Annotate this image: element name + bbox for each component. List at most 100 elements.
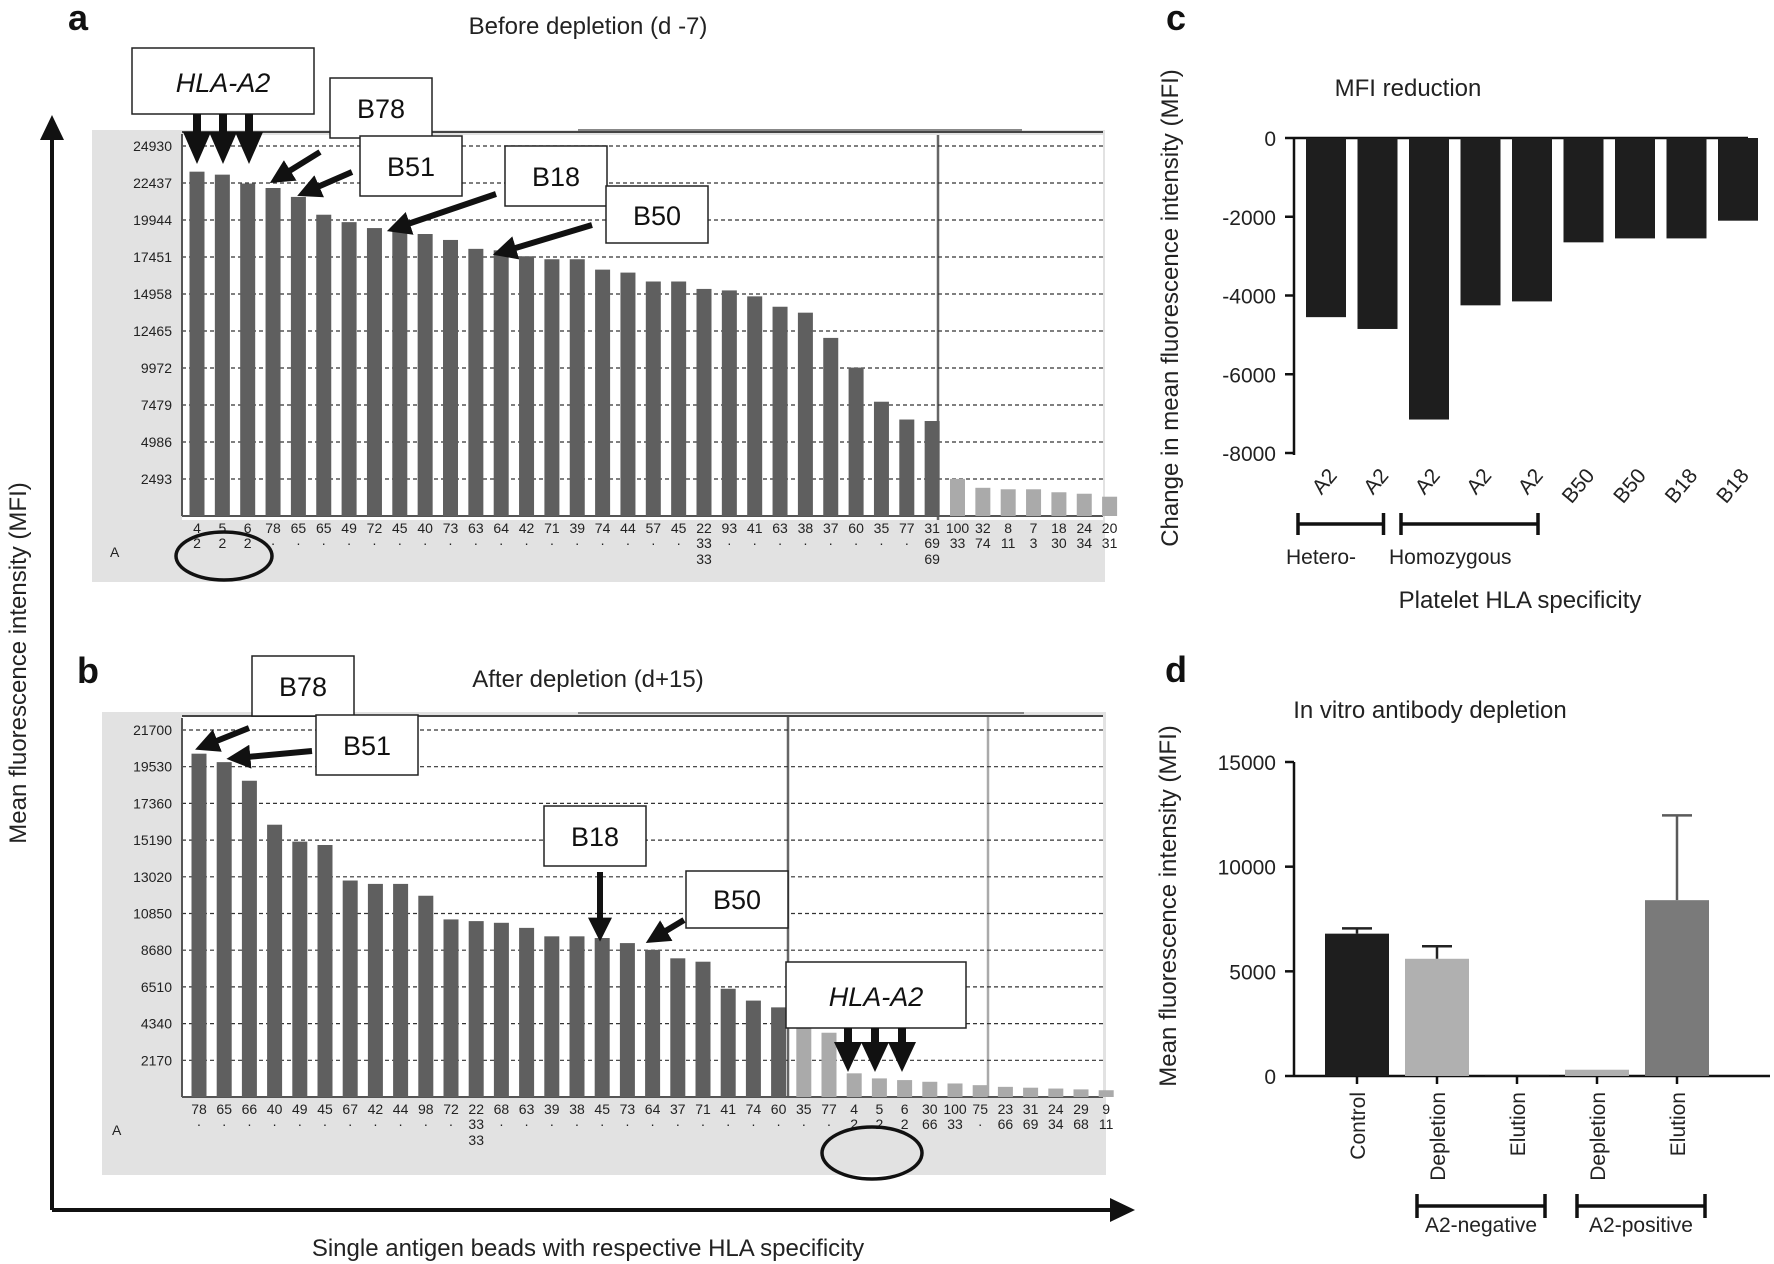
panel-d-bar (1325, 933, 1389, 1076)
panel-b-bar-label-top: 60 (771, 1101, 787, 1117)
shared-x-axis-arrowhead (1110, 1198, 1135, 1222)
panel-d-y-tick-label: 15000 (1218, 752, 1276, 775)
panel-a-bar-label-mid: 2 (244, 535, 252, 551)
panel-b-chart: b After depletion (d+15) 2170 4340 6510 868… (77, 650, 1114, 1181)
panel-b-bar (796, 1022, 812, 1097)
panel-b-bar (216, 762, 232, 1097)
panel-a-bar-label-mid: · (828, 535, 833, 551)
panel-a-bar-label-top: 24 (1076, 520, 1092, 536)
panel-b-bar-label-mid: · (423, 1116, 428, 1132)
panel-b-bar (267, 824, 283, 1097)
panel-c-category-label: A2 (1359, 464, 1393, 498)
panel-b-bar (191, 753, 207, 1097)
panel-b-bar-label-top: 39 (544, 1101, 560, 1117)
panel-b-bar-label-mid: 2 (850, 1116, 858, 1132)
panel-b-b51-arrow (226, 744, 313, 769)
panel-a-bar-label-top: 39 (569, 520, 585, 536)
panel-b-bar-label-mid: · (449, 1116, 454, 1132)
panel-c-title: MFI reduction (1335, 75, 1482, 102)
panel-a-bar-label-mid: · (321, 535, 326, 551)
panel-b-bar-label-top: 24 (1048, 1101, 1064, 1117)
panel-b-bar-label-top: 68 (494, 1101, 510, 1117)
panel-b-b18-box (543, 805, 647, 867)
panel-b-bar (342, 880, 358, 1097)
panel-a-bar (366, 228, 382, 517)
panel-b-bar (468, 921, 484, 1097)
panel-b-y-tick: 2170 (141, 1052, 172, 1068)
panel-a-y-tick: 12465 (133, 323, 172, 339)
panel-b-bar-label-top: 49 (292, 1101, 308, 1117)
panel-a-y-tick: 4986 (141, 434, 172, 450)
panel-d-letter: d (1165, 649, 1187, 690)
panel-c-bar (1563, 138, 1604, 243)
panel-a-bar-label-top: 65 (316, 520, 332, 536)
panel-a-bar-label-mid: · (904, 535, 909, 551)
panel-a-bar-label-mid: · (778, 535, 783, 551)
panel-b-bar (1023, 1087, 1039, 1097)
panel-a-bar (620, 272, 636, 516)
panel-a-bar-label-mid: 30 (1051, 535, 1067, 551)
panel-a-y-tick: 2493 (141, 471, 172, 487)
panel-a-bar (595, 269, 611, 516)
panel-c-y-tick-label: -8000 (1222, 443, 1276, 466)
panel-c-y-tick-label: 0 (1264, 128, 1276, 151)
panel-a-bar-label-mid: · (676, 535, 681, 551)
panel-b-y-tick: 6510 (141, 979, 172, 995)
panel-a-bar (1026, 489, 1042, 516)
panel-b-bar-label-mid: · (398, 1116, 403, 1132)
panel-a-bar (316, 214, 332, 516)
panel-c-category-label: B50 (1609, 464, 1651, 507)
panel-a-bar-label-top: 72 (367, 520, 383, 536)
panel-b-bar-label-top: 41 (720, 1101, 736, 1117)
panel-a-bar (392, 229, 408, 516)
panel-b-bar (670, 958, 686, 1097)
panel-b-bar-label-mid: · (575, 1116, 580, 1132)
panel-b-bar-label-top: 100 (943, 1101, 967, 1117)
panel-b-bar-label-mid: 2 (876, 1116, 884, 1132)
panel-d-group-label: A2-positive (1589, 1214, 1693, 1237)
panel-a-bar-label-mid: · (879, 535, 884, 551)
panel-a-bar (645, 281, 661, 516)
panel-b-y-tick: 10850 (133, 906, 172, 922)
panel-a-bar (671, 281, 687, 516)
panel-a-bar-label-top: 40 (417, 520, 433, 536)
panel-a-bar (1102, 496, 1118, 516)
panel-a-bar-label-mid: · (271, 535, 276, 551)
panel-a-bar-label-top: 93 (722, 520, 738, 536)
panel-a-y-tick: 17451 (133, 249, 172, 265)
panel-b-bar-label-mid: 34 (1048, 1116, 1064, 1132)
panel-b-row-label: A (112, 1122, 122, 1138)
panel-b-bar-label-top: 44 (393, 1101, 409, 1117)
panel-a-bar-label-top: 7 (1030, 520, 1038, 536)
panel-a-bar-label-mid: 31 (1102, 535, 1118, 551)
panel-c-bar (1666, 138, 1707, 239)
panel-a-bar-label-top: 42 (519, 520, 535, 536)
panel-b-b78-arrow (195, 725, 251, 752)
panel-b-bar-label-mid: · (600, 1116, 605, 1132)
panel-b-bar-label-mid: 33 (947, 1116, 963, 1132)
panel-b-bar (443, 919, 459, 1097)
shared-y-axis-arrowhead (40, 115, 64, 140)
panel-a-b51-label: B51 (387, 152, 435, 182)
panel-a-bar-label-top: 100 (946, 520, 970, 536)
panel-b-bar (771, 1007, 787, 1097)
panel-a-bar-label-top: 60 (848, 520, 864, 536)
panel-b-bar (241, 780, 257, 1097)
panel-b-bar-label-top: 67 (342, 1101, 358, 1117)
panel-a-bar (493, 250, 509, 517)
panel-a-bar-label-top: 64 (493, 520, 509, 536)
panel-c-bar (1615, 138, 1655, 239)
panel-a-bar (1051, 492, 1067, 516)
panel-a-bar-label-top: 31 (924, 520, 940, 536)
panel-a-bar-label-mid: · (854, 535, 859, 551)
panel-a-bar-label-top: 20 (1102, 520, 1118, 536)
panel-a-bar (772, 306, 788, 516)
panel-a-hla-a2-label: HLA-A2 (176, 68, 271, 98)
panel-c-bar (1306, 138, 1346, 318)
panel-b-y-tick: 15190 (133, 832, 172, 848)
panel-b-b50-box (685, 870, 789, 929)
panel-b-bar (972, 1085, 988, 1097)
panel-a-y-tick: 9972 (141, 360, 172, 376)
panel-c-y-tick-label: -2000 (1222, 207, 1276, 230)
panel-a-chart: a Before depletion (d -7) 24934986747999… (68, 0, 1118, 582)
